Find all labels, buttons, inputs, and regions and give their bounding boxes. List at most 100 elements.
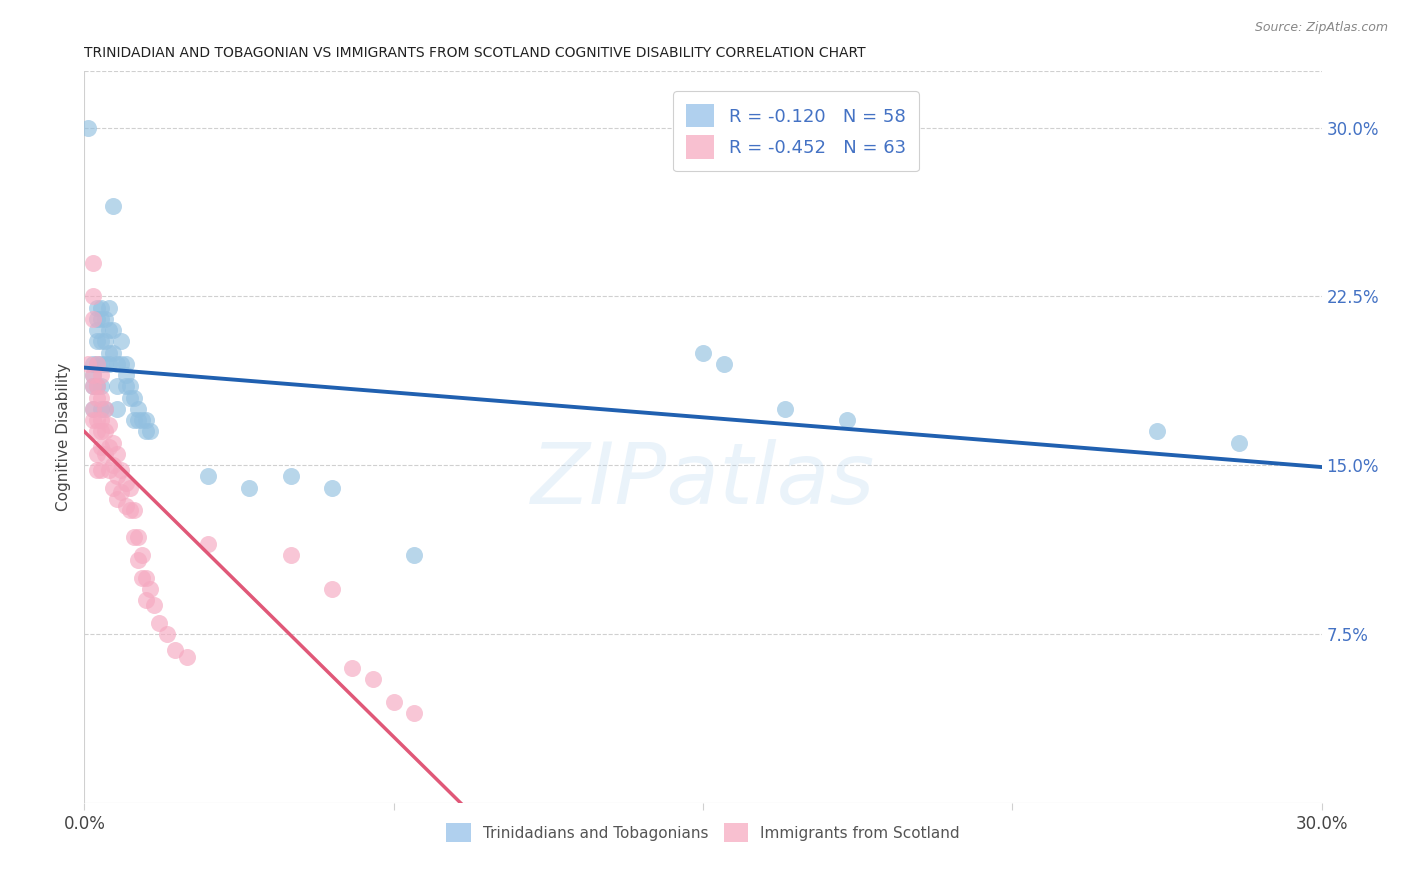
Point [90,425,112,439]
Legend: Trinidadians and Tobagonians, Immigrants from Scotland: Trinidadians and Tobagonians, Immigrants… [439,815,967,850]
Point [197,469,219,483]
Point [321,582,343,596]
Point [90,440,112,454]
Point [135,593,157,607]
Point [105,357,128,371]
Point [103,323,125,337]
Point [321,481,343,495]
Point [114,368,136,383]
Point [131,548,153,562]
Point [135,425,157,439]
Point [342,661,364,675]
Point [90,391,112,405]
Point [1146,425,1168,439]
Point [103,435,125,450]
Point [86,379,108,393]
Point [105,401,128,416]
Point [156,627,179,641]
Point [103,199,125,213]
Point [90,357,112,371]
Point [94,334,117,349]
Point [82,401,104,416]
Point [127,401,149,416]
Point [118,379,141,393]
Point [90,301,112,315]
Point [86,334,108,349]
Point [404,706,426,720]
Point [103,481,125,495]
Point [105,469,128,483]
Point [82,379,104,393]
Point [98,440,121,454]
Point [135,413,157,427]
Point [82,357,104,371]
Point [94,401,117,416]
Point [837,413,859,427]
Point [86,323,108,337]
Point [110,485,132,500]
Text: Source: ZipAtlas.com: Source: ZipAtlas.com [1254,21,1388,34]
Point [122,391,145,405]
Point [143,598,166,612]
Point [404,548,426,562]
Point [139,582,162,596]
Point [98,463,121,477]
Point [86,357,108,371]
Point [238,481,260,495]
Point [105,379,128,393]
Point [86,425,108,439]
Point [82,255,104,269]
Point [94,312,117,326]
Point [127,413,149,427]
Point [90,312,112,326]
Point [86,391,108,405]
Point [114,379,136,393]
Point [86,447,108,461]
Point [82,379,104,393]
Point [82,413,104,427]
Point [280,469,302,483]
Point [148,615,170,630]
Point [90,368,112,383]
Point [122,413,145,427]
Point [118,503,141,517]
Point [86,463,108,477]
Point [98,357,121,371]
Point [82,401,104,416]
Point [110,463,132,477]
Point [131,571,153,585]
Text: TRINIDADIAN AND TOBAGONIAN VS IMMIGRANTS FROM SCOTLAND COGNITIVE DISABILITY CORR: TRINIDADIAN AND TOBAGONIAN VS IMMIGRANTS… [84,46,866,61]
Point [361,672,384,686]
Point [118,391,141,405]
Point [86,301,108,315]
Point [94,401,117,416]
Point [98,345,121,359]
Point [98,417,121,432]
Point [86,413,108,427]
Point [90,413,112,427]
Point [110,357,132,371]
Point [114,476,136,491]
Point [90,401,112,416]
Point [90,334,112,349]
Point [90,463,112,477]
Point [775,401,797,416]
Point [105,491,128,506]
Point [713,357,735,371]
Point [86,357,108,371]
Point [135,571,157,585]
Point [82,368,104,383]
Point [82,289,104,303]
Point [90,379,112,393]
Point [118,481,141,495]
Point [94,357,117,371]
Point [1227,435,1250,450]
Point [94,425,117,439]
Point [139,425,162,439]
Point [82,368,104,383]
Y-axis label: Cognitive Disability: Cognitive Disability [56,363,72,511]
Point [114,357,136,371]
Point [127,530,149,544]
Point [77,120,100,135]
Point [122,503,145,517]
